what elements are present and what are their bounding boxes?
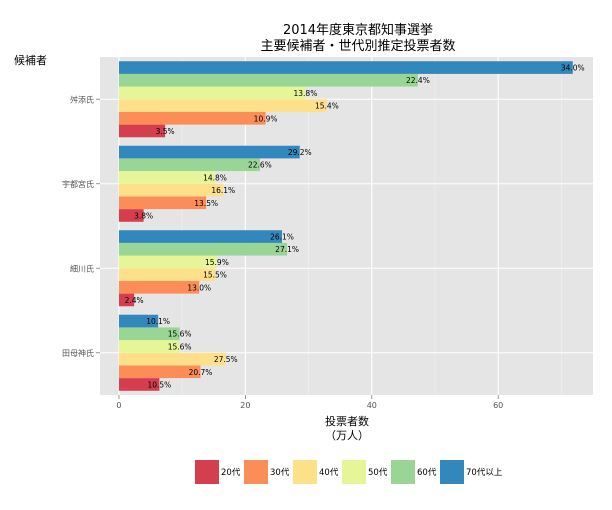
- bar: [118, 314, 159, 328]
- legend-key: [244, 460, 268, 484]
- data-labels: 3.5% 10.9% 15.4% 13.8% 22.4% 34.0% 3.8% 13.5% 16…: [125, 64, 585, 390]
- bars: [118, 61, 573, 391]
- x-tick-label: 60: [493, 401, 503, 410]
- bar: [118, 196, 207, 210]
- legend-key: [293, 460, 317, 484]
- legend-key: [342, 460, 366, 484]
- data-label: 15.6%: [168, 330, 192, 339]
- y-tick-label: 田母神氏: [62, 348, 94, 358]
- x-tick-label: 0: [116, 401, 121, 410]
- chart-title-line2: 主要候補者・世代別推定投票者数: [260, 38, 455, 54]
- data-label: 15.6%: [168, 342, 192, 351]
- data-label: 3.8%: [134, 211, 153, 220]
- data-label: 22.6%: [248, 161, 272, 170]
- bar: [118, 145, 300, 159]
- y-tick-label: 舛添氏: [70, 94, 94, 104]
- y-tick-label: 宇都宮氏: [62, 179, 94, 189]
- bar: [118, 268, 216, 281]
- chart-title-line1: 2014年度東京都知事選挙: [283, 22, 433, 38]
- data-label: 20.7%: [189, 368, 213, 377]
- x-axis-title-line1: 投票者数: [325, 414, 369, 428]
- bar: [118, 158, 260, 172]
- data-label: 27.5%: [214, 355, 238, 364]
- y-axis-title: 候補者: [14, 53, 47, 67]
- bar: [118, 111, 266, 125]
- legend-key: [440, 460, 464, 484]
- x-axis-ticks: 0 20 40 60: [116, 395, 503, 410]
- legend-key: [391, 460, 415, 484]
- data-label: 2.4%: [125, 296, 144, 305]
- data-label: 26.1%: [270, 233, 294, 242]
- bar: [118, 73, 418, 87]
- data-label: 29.2%: [288, 148, 312, 157]
- bar: [118, 86, 306, 100]
- bar: [118, 230, 283, 243]
- y-tick-label: 細川氏: [70, 263, 94, 273]
- data-label: 10.1%: [146, 317, 170, 326]
- bar: [118, 255, 217, 269]
- data-label: 3.5%: [156, 127, 175, 136]
- legend-label: 70代以上: [466, 467, 503, 478]
- legend: 20代 30代 40代 50代 60代 70代以上: [195, 460, 503, 484]
- data-label: 15.9%: [205, 258, 229, 267]
- legend-label: 40代: [319, 467, 339, 478]
- bar: [118, 99, 327, 112]
- bar: [118, 365, 201, 379]
- bar: [118, 280, 200, 294]
- bar: [118, 352, 226, 366]
- bar: [118, 183, 224, 197]
- bar: [118, 209, 144, 222]
- bar: [118, 171, 216, 184]
- data-label: 13.8%: [294, 89, 318, 98]
- data-label: 13.0%: [187, 283, 211, 292]
- data-label: 15.4%: [315, 102, 339, 111]
- legend-key: [195, 460, 219, 484]
- x-axis-title-line2: （万人）: [325, 429, 369, 442]
- legend-label: 30代: [270, 467, 290, 478]
- data-label: 34.0%: [561, 64, 585, 73]
- data-label: 27.1%: [275, 245, 299, 254]
- legend-label: 60代: [417, 467, 437, 478]
- legend-label: 20代: [221, 467, 241, 478]
- x-tick-label: 20: [240, 401, 250, 410]
- data-label: 10.9%: [254, 114, 278, 123]
- bar: [118, 61, 573, 74]
- bar: [118, 242, 288, 256]
- data-label: 15.5%: [203, 271, 227, 280]
- bar: [118, 340, 180, 353]
- data-label: 16.1%: [211, 186, 235, 195]
- data-label: 10.5%: [147, 380, 171, 389]
- bar: [118, 327, 180, 341]
- x-tick-label: 40: [367, 401, 377, 410]
- data-label: 22.4%: [406, 76, 430, 85]
- data-label: 14.8%: [203, 173, 227, 182]
- legend-label: 50代: [368, 467, 388, 478]
- data-label: 13.5%: [194, 199, 218, 208]
- bar: [118, 293, 135, 307]
- bar: [118, 124, 166, 138]
- bar: [118, 378, 160, 391]
